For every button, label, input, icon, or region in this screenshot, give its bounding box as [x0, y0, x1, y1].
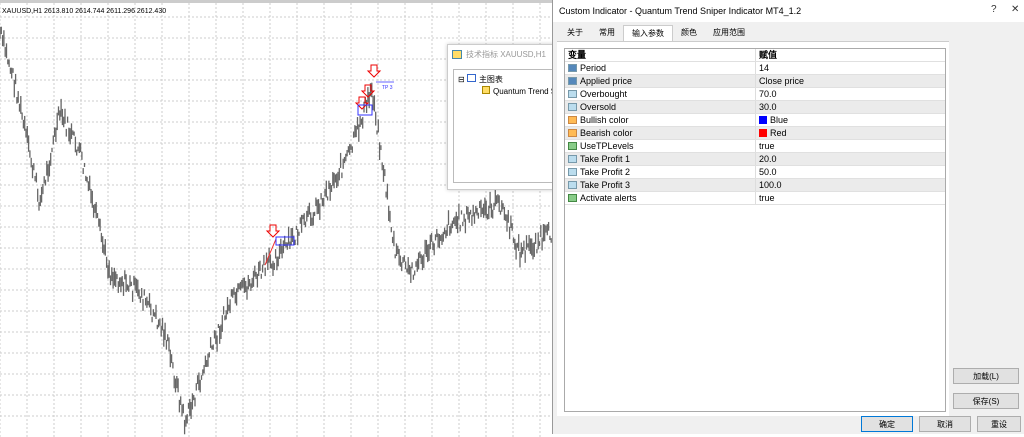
tree-node-indicator[interactable]: Quantum Trend Sni	[482, 86, 562, 96]
param-name: UseTPLevels	[565, 140, 756, 152]
dialog-title: Custom Indicator - Quantum Trend Sniper …	[553, 0, 1024, 22]
tp-box	[357, 104, 373, 116]
table-row[interactable]: Oversold 30.0	[565, 101, 945, 114]
chart-canvas: TP 3	[0, 3, 552, 437]
collapse-icon[interactable]: ⊟	[458, 75, 467, 84]
table-row[interactable]: UseTPLevels true	[565, 140, 945, 153]
custom-indicator-dialog[interactable]: Custom Indicator - Quantum Trend Sniper …	[552, 0, 1024, 434]
table-row[interactable]: Applied price Close price	[565, 75, 945, 88]
dbl-type-icon	[568, 155, 577, 163]
param-name: Activate alerts	[565, 192, 756, 204]
param-value[interactable]: 14	[759, 62, 770, 73]
param-name: Take Profit 2	[565, 166, 756, 178]
reset-button[interactable]: 重设	[977, 416, 1021, 432]
param-value[interactable]: Close price	[759, 75, 805, 86]
int-type-icon	[568, 77, 577, 85]
param-value[interactable]: 70.0	[759, 88, 777, 99]
indicators-window-title: 技术指标 XAUUSD,H1	[448, 45, 556, 65]
table-row[interactable]: Overbought 70.0	[565, 88, 945, 101]
param-value[interactable]: 20.0	[759, 153, 777, 164]
param-name: Bearish color	[565, 127, 756, 139]
table-row[interactable]: Period 14	[565, 62, 945, 75]
inputs-panel: 变量 赋值 Period 14 Applied price Close price Ov…	[557, 41, 949, 416]
param-value[interactable]: 50.0	[759, 166, 777, 177]
help-button[interactable]: ?	[991, 4, 997, 15]
param-name: Take Profit 3	[565, 179, 756, 191]
tp-box	[275, 236, 295, 246]
dialog-tabs: 关于 常用 输入参数 颜色 应用范围	[559, 25, 753, 41]
param-name: Applied price	[565, 75, 756, 87]
table-row[interactable]: Take Profit 2 50.0	[565, 166, 945, 179]
table-row[interactable]: Take Profit 3 100.0	[565, 179, 945, 192]
column-header-variable: 变量	[565, 49, 756, 61]
table-row[interactable]: Activate alerts true	[565, 192, 945, 205]
param-value[interactable]: Red	[756, 127, 787, 139]
param-name: Oversold	[565, 101, 756, 113]
dbl-type-icon	[568, 168, 577, 176]
close-button[interactable]: ✕	[1011, 4, 1020, 15]
table-row[interactable]: Bearish color Red	[565, 127, 945, 140]
param-value[interactable]: 100.0	[759, 179, 782, 190]
parameters-table[interactable]: 变量 赋值 Period 14 Applied price Close price Ov…	[564, 48, 946, 412]
sell-arrow-icon	[265, 224, 281, 238]
save-button[interactable]: 保存(S)	[953, 393, 1019, 409]
col-type-icon	[568, 116, 577, 124]
dbl-type-icon	[568, 181, 577, 189]
param-name: Bullish color	[565, 114, 756, 126]
trend-line	[264, 238, 277, 266]
color-swatch	[759, 129, 767, 137]
param-name: Take Profit 1	[565, 153, 756, 165]
param-value[interactable]: true	[759, 192, 775, 203]
param-value[interactable]: 30.0	[759, 101, 777, 112]
bool-type-icon	[568, 194, 577, 202]
tab-2[interactable]: 输入参数	[623, 25, 673, 41]
tab-0[interactable]: 关于	[567, 28, 583, 37]
sell-arrow-icon	[360, 84, 376, 98]
col-type-icon	[568, 129, 577, 137]
sell-arrow-icon	[354, 96, 370, 110]
tree-node-main-chart[interactable]: ⊟ 主图表	[458, 74, 503, 84]
column-header-value: 赋值	[759, 49, 778, 60]
color-swatch	[759, 116, 767, 124]
load-button[interactable]: 加载(L)	[953, 368, 1019, 384]
param-value[interactable]: true	[759, 140, 775, 151]
indicator-icon	[482, 86, 490, 94]
table-header: 变量 赋值	[565, 49, 945, 62]
sell-arrow-icon	[366, 64, 382, 78]
tab-1[interactable]: 常用	[599, 28, 615, 37]
chart-icon	[466, 74, 476, 82]
param-name: Overbought	[565, 88, 756, 100]
table-row[interactable]: Bullish color Blue	[565, 114, 945, 127]
ok-button[interactable]: 确定	[861, 416, 913, 432]
bool-type-icon	[568, 142, 577, 150]
param-name: Period	[565, 62, 756, 74]
tp-label: TP 3	[382, 85, 393, 91]
indicator-window-icon	[452, 50, 462, 59]
param-value[interactable]: Blue	[756, 114, 788, 126]
dbl-type-icon	[568, 103, 577, 111]
indicators-window[interactable]: 技术指标 XAUUSD,H1 ⊟ 主图表 Quantum Trend Sni	[447, 44, 562, 190]
table-row[interactable]: Take Profit 1 20.0	[565, 153, 945, 166]
chart-symbol-info: XAUUSD,H1 2613.810 2614.744 2611.296 261…	[2, 8, 167, 15]
tab-3[interactable]: 颜色	[681, 28, 697, 37]
cancel-button[interactable]: 取消	[919, 416, 971, 432]
dbl-type-icon	[568, 90, 577, 98]
int-type-icon	[568, 64, 577, 72]
indicator-tree[interactable]: ⊟ 主图表 Quantum Trend Sni	[453, 69, 562, 183]
tab-4[interactable]: 应用范围	[713, 28, 745, 37]
